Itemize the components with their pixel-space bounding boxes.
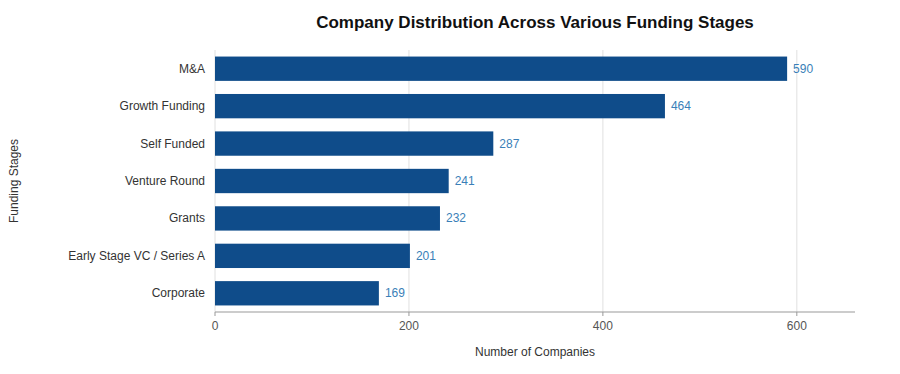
grid-line	[602, 50, 603, 312]
data-label: 232	[446, 211, 466, 225]
tick-label: 600	[787, 319, 807, 333]
chart-svg: 0 200 400 600 M&A Growth Funding Self Funded Ve…	[0, 0, 900, 374]
category-label: Growth Funding	[120, 99, 205, 113]
bar	[215, 281, 379, 305]
bar	[215, 206, 440, 230]
category-label: Self Funded	[140, 137, 205, 151]
tick-mark	[796, 312, 797, 316]
chart-title: Company Distribution Across Various Fund…	[316, 13, 754, 32]
tick-label: 200	[399, 319, 419, 333]
data-label: 201	[416, 249, 436, 263]
axes: 0 200 400 600 M&A Growth Funding Self Funded Ve…	[68, 62, 855, 333]
tick-mark	[408, 312, 409, 316]
x-axis-title: Number of Companies	[475, 345, 595, 359]
category-label: Grants	[169, 211, 205, 225]
chart-container: 0 200 400 600 M&A Growth Funding Self Funded Ve…	[0, 0, 900, 374]
bar	[215, 169, 449, 193]
category-label: Early Stage VC / Series A	[68, 249, 205, 263]
category-label: Corporate	[152, 286, 206, 300]
tick-mark	[602, 312, 603, 316]
data-label: 287	[499, 137, 519, 151]
data-label: 241	[455, 174, 475, 188]
bars	[215, 57, 787, 306]
x-axis-line	[215, 312, 855, 313]
bar	[215, 131, 493, 155]
tick-mark	[215, 312, 216, 316]
y-axis-title: Funding Stages	[7, 139, 21, 223]
category-label: M&A	[179, 62, 205, 76]
grid-line	[796, 50, 797, 312]
data-label: 169	[385, 286, 405, 300]
tick-label: 400	[593, 319, 613, 333]
data-label: 590	[793, 62, 813, 76]
tick-label: 0	[212, 319, 219, 333]
data-label: 464	[671, 99, 691, 113]
bar	[215, 244, 410, 268]
data-labels: 590 464 287 241 232 201 169	[385, 62, 814, 301]
bar	[215, 57, 787, 81]
grid	[215, 50, 797, 312]
category-label: Venture Round	[125, 174, 205, 188]
bar	[215, 94, 665, 118]
